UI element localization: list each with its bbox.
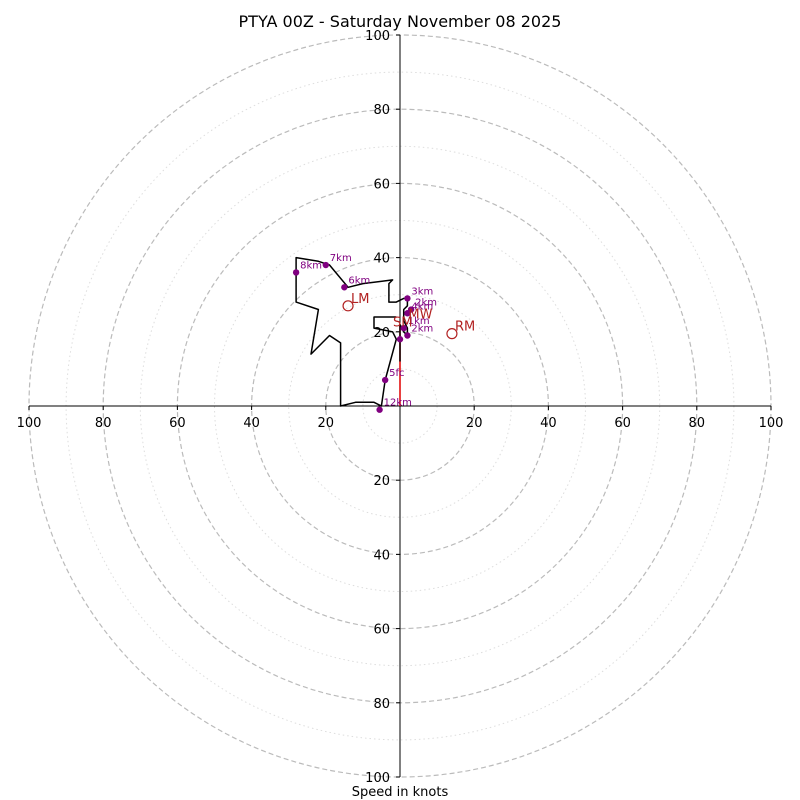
y-tick-label: 40 bbox=[373, 252, 390, 267]
y-tick-label: 100 bbox=[365, 771, 390, 786]
height-point-marker bbox=[404, 295, 411, 302]
height-point-label: 6km bbox=[348, 275, 370, 286]
storm-motion-label: LM bbox=[351, 292, 369, 307]
y-tick-label: 40 bbox=[373, 548, 390, 563]
wind-trace bbox=[295, 256, 409, 407]
y-tick-label: 80 bbox=[373, 697, 390, 712]
height-point-label: 2km bbox=[411, 324, 433, 335]
x-tick-label: 60 bbox=[169, 416, 186, 431]
storm-motion-marker bbox=[342, 300, 354, 312]
hodograph-trace-line bbox=[295, 256, 409, 407]
height-point-marker bbox=[292, 269, 300, 276]
y-tick-label: 20 bbox=[373, 474, 390, 489]
x-axis-label: Speed in knots bbox=[352, 785, 449, 800]
x-tick-label: 20 bbox=[318, 416, 335, 431]
height-point-label: 4km bbox=[411, 301, 433, 312]
srh-marker-label: SM bbox=[393, 315, 412, 330]
x-tick-label: 20 bbox=[466, 416, 483, 431]
tick-labels: 100 80 60 40 20 20 40 60 80 100100806040202040608… bbox=[17, 29, 784, 786]
x-tick-label: 100 bbox=[759, 416, 784, 431]
height-point-marker bbox=[341, 284, 348, 291]
x-tick-label: 40 bbox=[243, 416, 260, 431]
y-tick-label: 80 bbox=[373, 103, 390, 118]
y-tick-label: 60 bbox=[373, 177, 390, 192]
height-point-label: 5fc bbox=[389, 368, 404, 379]
x-tick-label: 100 bbox=[17, 416, 42, 431]
height-point-marker bbox=[407, 306, 415, 313]
height-point-marker bbox=[381, 376, 389, 384]
x-tick-label: 80 bbox=[95, 416, 112, 431]
height-point-label: 1km bbox=[408, 316, 430, 327]
height-point-marker bbox=[404, 332, 411, 339]
x-tick-label: 80 bbox=[689, 416, 706, 431]
height-point-marker bbox=[396, 336, 404, 343]
height-point-label: 12km bbox=[384, 398, 412, 409]
storm-motion-marker bbox=[446, 328, 458, 340]
storm-motion-label: RM bbox=[455, 320, 475, 335]
height-point-marker bbox=[376, 406, 383, 413]
height-point-label: 7km bbox=[330, 253, 352, 264]
y-tick-label: 60 bbox=[373, 623, 390, 638]
chart-title: PTYA 00Z - Saturday November 08 2025 bbox=[239, 12, 562, 31]
height-point-marker bbox=[322, 261, 329, 269]
height-point-label: 3km bbox=[411, 286, 433, 297]
x-tick-label: 60 bbox=[614, 416, 631, 431]
height-point-label: 8km bbox=[300, 260, 322, 271]
height-point-marker bbox=[400, 324, 407, 332]
height-point-label: 2km bbox=[415, 298, 437, 309]
x-tick-label: 40 bbox=[540, 416, 557, 431]
mean-wind-label: MW bbox=[408, 307, 432, 322]
y-tick-label: 100 bbox=[365, 29, 390, 44]
